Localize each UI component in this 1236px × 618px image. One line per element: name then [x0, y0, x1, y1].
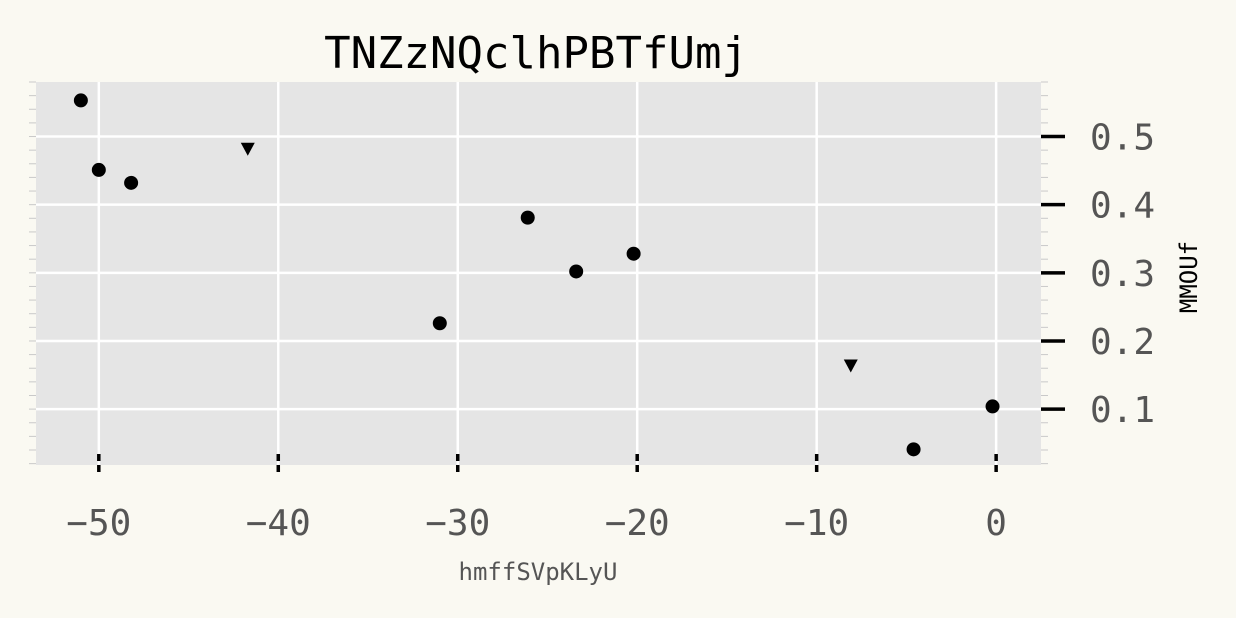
- circle-data-point: [91, 162, 106, 177]
- circle-data-point: [124, 175, 139, 190]
- y-tick-label: 0.2: [1090, 322, 1155, 363]
- x-tick-label: −30: [425, 503, 490, 544]
- chart-title: TNZzNQclhPBTfUmj: [324, 28, 748, 79]
- circle-data-point: [985, 399, 1000, 414]
- y-tick-label: 0.4: [1090, 186, 1155, 227]
- circle-data-point: [626, 246, 641, 261]
- grid-lines: [36, 82, 1041, 465]
- minor-ticks: [29, 81, 1048, 465]
- y-tick-label: 0.5: [1090, 118, 1155, 159]
- circle-data-point: [432, 316, 447, 331]
- x-tick-label: 0: [985, 503, 1007, 544]
- x-axis-label: hmffSVpKLyU: [459, 558, 618, 586]
- y-tick-label: 0.3: [1090, 254, 1155, 295]
- circle-data-point: [520, 210, 535, 225]
- circle-data-point: [73, 93, 88, 108]
- x-tick-label: −40: [246, 503, 311, 544]
- x-tick-label: −10: [784, 503, 849, 544]
- triangle-data-point: [843, 359, 858, 373]
- data-points: [73, 93, 1000, 457]
- triangle-data-point: [240, 142, 255, 156]
- circle-data-point: [906, 442, 921, 457]
- x-tick-label: −20: [605, 503, 670, 544]
- y-tick-label: 0.1: [1090, 390, 1155, 431]
- circle-data-point: [569, 264, 584, 279]
- axis-ticks: [97, 134, 1065, 476]
- y-axis-label: MMOUf: [1175, 241, 1203, 313]
- x-tick-label: −50: [66, 503, 131, 544]
